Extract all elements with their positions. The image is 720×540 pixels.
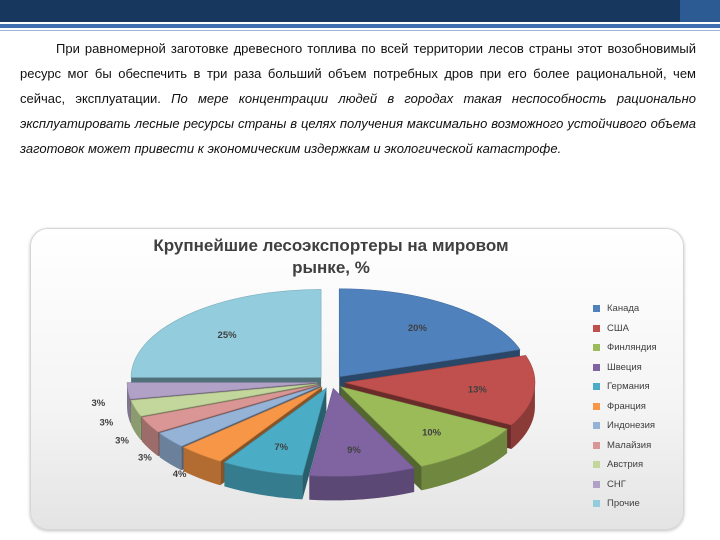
- pie-slice-side: [224, 462, 303, 500]
- pie-slice-top-СНГ: [126, 382, 318, 400]
- legend-swatch: [593, 480, 600, 488]
- legend-item: Канада: [593, 299, 683, 319]
- pie-slice-top-Индонезия: [158, 385, 321, 447]
- pie-slice-top-Швеция: [308, 387, 415, 477]
- data-label-Канада: 20%: [408, 323, 428, 334]
- legend-label: Австрия: [607, 459, 644, 471]
- data-label-СНГ: 3%: [91, 398, 105, 409]
- legend-swatch: [593, 344, 600, 352]
- paragraph-italic-text: По мере концентрации людей в городах так…: [20, 91, 696, 156]
- legend-item: Индонезия: [593, 416, 683, 436]
- legend-label: США: [607, 322, 629, 334]
- legend-label: Финляндия: [607, 342, 657, 354]
- pie-slice-side: [309, 468, 415, 501]
- pie-slice-side: [159, 433, 182, 471]
- pie-slice-top-Финляндия: [339, 386, 508, 467]
- body-text: При равномерной заготовке древесного топ…: [20, 36, 696, 161]
- legend-item: Малайзия: [593, 436, 683, 456]
- pie-chart: 20%13%10%9%7%4%3%3%3%3%25%: [91, 288, 536, 501]
- pie-slice-wall: [159, 385, 320, 458]
- pie-slice-top-Канада: [338, 288, 521, 378]
- data-label-Прочие: 25%: [218, 330, 238, 341]
- header-accent: [680, 0, 720, 22]
- chart-legend: Канада США Финляндия Швеция Германия Франция И…: [593, 299, 683, 514]
- legend-label: Швеция: [607, 361, 642, 373]
- legend-item: Швеция: [593, 358, 683, 378]
- legend-label: Германия: [607, 381, 650, 393]
- paragraph-normal-text: При равномерной заготовке древесного топ…: [20, 41, 696, 106]
- legend-swatch: [593, 383, 600, 391]
- legend-label: Индонезия: [607, 420, 656, 432]
- data-label-Австрия: 3%: [99, 417, 113, 428]
- header-rule: [0, 24, 720, 28]
- header-rule-thin: [0, 30, 720, 31]
- legend-item: Финляндия: [593, 338, 683, 358]
- pie-slice-side: [141, 417, 159, 457]
- data-label-Германия: 7%: [274, 442, 288, 453]
- legend-swatch: [593, 402, 600, 410]
- legend-swatch: [593, 324, 600, 332]
- pie-slice-side: [511, 381, 535, 450]
- chart-title: Крупнейшие лесоэкспортеры на мировом рын…: [153, 236, 509, 277]
- chart-frame: Крупнейшие лесоэкспортеры на мировом рын…: [30, 228, 684, 530]
- data-label-Индонезия: 3%: [138, 452, 152, 463]
- data-label-Швеция: 9%: [347, 445, 361, 456]
- legend-item: Германия: [593, 377, 683, 397]
- legend-item: Австрия: [593, 455, 683, 475]
- pie-slice-side: [127, 382, 131, 424]
- legend-label: Канада: [607, 303, 640, 315]
- legend-item: США: [593, 319, 683, 339]
- header-bar: [0, 0, 720, 22]
- legend-swatch: [593, 461, 600, 469]
- pie-slice-side: [183, 447, 221, 486]
- pie-slice-top-Прочие: [130, 289, 322, 378]
- legend-label: СНГ: [607, 478, 626, 490]
- legend-swatch: [593, 363, 600, 371]
- paragraph: При равномерной заготовке древесного топ…: [20, 36, 696, 161]
- legend-swatch: [593, 441, 600, 449]
- legend-item: СНГ: [593, 475, 683, 495]
- legend-swatch: [593, 500, 600, 508]
- pie-slice-top-Германия: [223, 387, 327, 476]
- legend-item: Прочие: [593, 494, 683, 514]
- legend-label: Малайзия: [607, 439, 652, 451]
- pie-slice-side: [421, 429, 508, 491]
- legend-label: Франция: [607, 400, 646, 412]
- pie-slice-top-Австрия: [130, 383, 318, 417]
- data-label-Малайзия: 3%: [115, 436, 129, 447]
- pie-slice-side: [130, 400, 141, 441]
- pie-slice-top-Малайзия: [141, 384, 319, 433]
- legend-swatch: [593, 305, 600, 313]
- data-label-Финляндия: 10%: [422, 428, 442, 439]
- legend-swatch: [593, 422, 600, 430]
- pie-slice-top-США: [344, 355, 536, 426]
- data-label-Франция: 4%: [173, 469, 187, 480]
- legend-label: Прочие: [607, 498, 640, 510]
- pie-slice-top-Франция: [182, 386, 323, 462]
- legend-item: Франция: [593, 397, 683, 417]
- data-label-США: 13%: [468, 384, 488, 395]
